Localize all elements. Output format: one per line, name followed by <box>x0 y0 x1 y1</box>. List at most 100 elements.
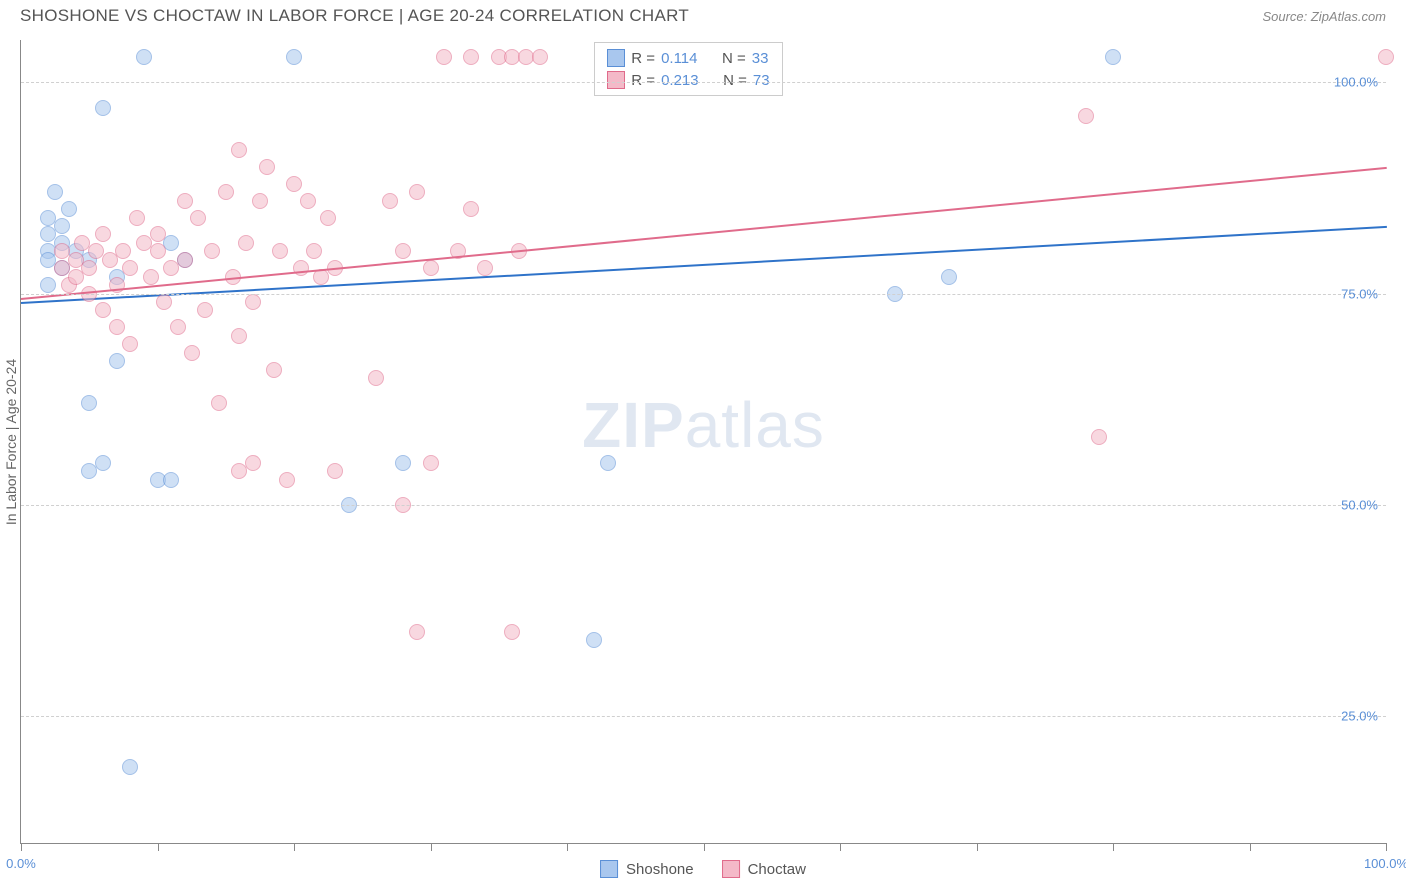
y-tick-label: 25.0% <box>1341 709 1378 724</box>
data-point <box>532 49 548 65</box>
data-point <box>586 632 602 648</box>
data-point <box>423 455 439 471</box>
data-point <box>184 345 200 361</box>
gridline-h <box>21 716 1386 717</box>
x-tick <box>1386 843 1387 851</box>
data-point <box>47 184 63 200</box>
stats-legend-row: R = 0.114 N = 33 <box>607 47 769 69</box>
x-tick <box>1250 843 1251 851</box>
data-point <box>95 455 111 471</box>
data-point <box>286 49 302 65</box>
data-point <box>143 269 159 285</box>
data-point <box>395 243 411 259</box>
legend-swatch <box>607 49 625 67</box>
chart-title: SHOSHONE VS CHOCTAW IN LABOR FORCE | AGE… <box>20 6 689 26</box>
data-point <box>231 328 247 344</box>
stats-legend-row: R = 0.213 N = 73 <box>607 69 769 91</box>
r-value: 0.213 <box>661 72 699 89</box>
data-point <box>211 395 227 411</box>
data-point <box>320 210 336 226</box>
series-legend-item: Choctaw <box>722 860 806 878</box>
data-point <box>156 294 172 310</box>
data-point <box>1105 49 1121 65</box>
data-point <box>252 193 268 209</box>
data-point <box>1078 108 1094 124</box>
n-label: N = <box>723 72 747 89</box>
data-point <box>197 302 213 318</box>
x-tick <box>431 843 432 851</box>
plot-area <box>21 40 1386 843</box>
data-point <box>81 395 97 411</box>
data-point <box>163 472 179 488</box>
data-point <box>368 370 384 386</box>
n-value: 73 <box>753 72 770 89</box>
data-point <box>382 193 398 209</box>
source-label: Source: ZipAtlas.com <box>1262 9 1386 24</box>
data-point <box>95 302 111 318</box>
data-point <box>115 243 131 259</box>
gridline-h <box>21 505 1386 506</box>
x-tick-label: 0.0% <box>6 856 36 871</box>
data-point <box>177 252 193 268</box>
n-value: 33 <box>752 50 769 67</box>
y-tick-label: 100.0% <box>1334 75 1378 90</box>
data-point <box>190 210 206 226</box>
data-point <box>81 260 97 276</box>
data-point <box>600 455 616 471</box>
data-point <box>245 455 261 471</box>
n-label: N = <box>722 50 746 67</box>
series-legend-label: Shoshone <box>626 861 694 878</box>
x-tick <box>294 843 295 851</box>
y-tick-label: 75.0% <box>1341 286 1378 301</box>
series-legend-label: Choctaw <box>748 861 806 878</box>
stats-legend: R = 0.114 N = 33 R = 0.213 N = 73 <box>594 42 782 96</box>
data-point <box>150 226 166 242</box>
data-point <box>941 269 957 285</box>
data-point <box>150 243 166 259</box>
data-point <box>395 455 411 471</box>
r-label: R = <box>631 50 655 67</box>
r-label: R = <box>631 72 655 89</box>
data-point <box>122 336 138 352</box>
legend-swatch <box>607 71 625 89</box>
legend-swatch <box>600 860 618 878</box>
x-tick <box>567 843 568 851</box>
x-tick <box>21 843 22 851</box>
correlation-chart: In Labor Force | Age 20-24 ZIPatlas R = … <box>20 40 1386 844</box>
y-tick-label: 50.0% <box>1341 497 1378 512</box>
x-tick <box>1113 843 1114 851</box>
data-point <box>177 193 193 209</box>
data-point <box>279 472 295 488</box>
gridline-h <box>21 294 1386 295</box>
data-point <box>129 210 145 226</box>
data-point <box>293 260 309 276</box>
x-tick <box>158 843 159 851</box>
x-tick <box>977 843 978 851</box>
series-legend: Shoshone Choctaw <box>600 860 806 878</box>
data-point <box>477 260 493 276</box>
data-point <box>409 624 425 640</box>
data-point <box>54 218 70 234</box>
data-point <box>122 759 138 775</box>
data-point <box>436 49 452 65</box>
trendline <box>21 226 1387 304</box>
data-point <box>1378 49 1394 65</box>
data-point <box>463 49 479 65</box>
data-point <box>109 353 125 369</box>
x-tick <box>840 843 841 851</box>
data-point <box>286 176 302 192</box>
data-point <box>204 243 220 259</box>
data-point <box>136 49 152 65</box>
data-point <box>245 294 261 310</box>
data-point <box>109 319 125 335</box>
data-point <box>300 193 316 209</box>
data-point <box>259 159 275 175</box>
x-tick-label: 100.0% <box>1364 856 1406 871</box>
legend-swatch <box>722 860 740 878</box>
series-legend-item: Shoshone <box>600 860 694 878</box>
data-point <box>327 463 343 479</box>
y-axis-label: In Labor Force | Age 20-24 <box>3 358 19 524</box>
data-point <box>504 624 520 640</box>
data-point <box>238 235 254 251</box>
data-point <box>163 235 179 251</box>
